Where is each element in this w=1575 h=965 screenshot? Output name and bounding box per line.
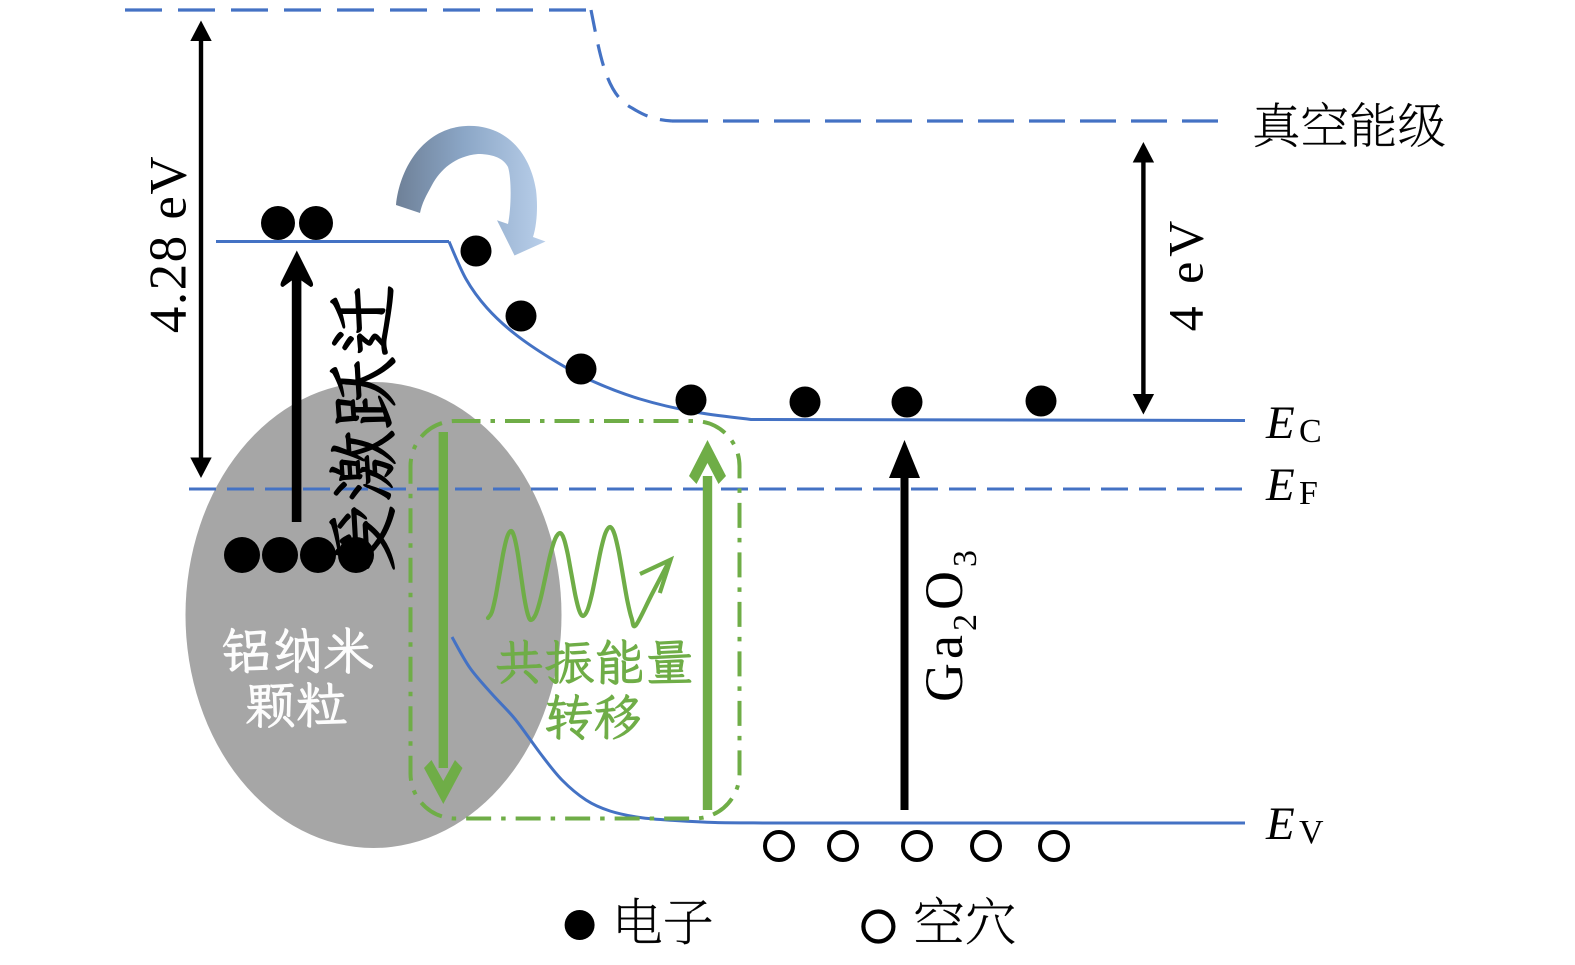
svg-text:E: E (1265, 397, 1295, 449)
svg-text:E: E (1265, 459, 1295, 511)
svg-text:F: F (1299, 475, 1318, 512)
svg-text:Ga2O3: Ga2O3 (914, 546, 984, 702)
svg-text:C: C (1299, 413, 1322, 450)
svg-text:E: E (1265, 798, 1295, 850)
svg-text:4.28 eV: 4.28 eV (140, 155, 198, 333)
svg-text:4 eV: 4 eV (1158, 216, 1214, 332)
svg-text:V: V (1299, 814, 1324, 851)
